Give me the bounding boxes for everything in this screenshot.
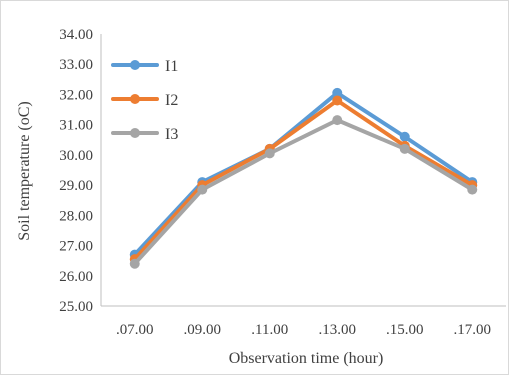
x-tick-label: .17.00 xyxy=(454,322,492,338)
data-point xyxy=(332,95,343,106)
x-tick-label: .15.00 xyxy=(386,322,424,338)
x-tick-label: .07.00 xyxy=(116,322,154,338)
legend-swatch-marker xyxy=(130,94,140,104)
data-point xyxy=(197,184,208,195)
y-tick-label: 33.00 xyxy=(59,57,93,73)
legend-item: I2 xyxy=(111,92,178,109)
y-tick-label: 28.00 xyxy=(59,208,93,224)
x-axis-title: Observation time (hour) xyxy=(229,350,384,367)
y-tick-label: 29.00 xyxy=(59,178,93,194)
x-tick-label: .13.00 xyxy=(319,322,357,338)
legend-swatch-marker xyxy=(130,128,140,138)
y-tick-label: 32.00 xyxy=(59,87,93,103)
legend-item: I1 xyxy=(111,58,178,75)
series-line xyxy=(132,90,475,257)
y-axis-title: Soil temperature (oC) xyxy=(16,101,33,241)
data-point xyxy=(264,148,275,159)
series-i1 xyxy=(129,87,478,260)
y-tick-label: 30.00 xyxy=(59,148,93,164)
y-tick-label: 27.00 xyxy=(59,239,93,255)
data-point xyxy=(129,258,140,269)
series-layer xyxy=(129,87,478,269)
data-point xyxy=(399,143,410,154)
data-point xyxy=(467,184,478,195)
legend: I1 I2 I3 xyxy=(111,58,178,143)
y-tick-label: 26.00 xyxy=(59,269,93,285)
y-tick-label: 34.00 xyxy=(59,27,93,43)
axes xyxy=(100,34,506,307)
x-tick-label: .09.00 xyxy=(184,322,222,338)
data-point xyxy=(332,87,343,98)
y-tick-label: 31.00 xyxy=(59,118,93,134)
y-tick-label: 25.00 xyxy=(59,299,93,315)
legend-label: I3 xyxy=(165,126,178,143)
x-axis-ticks: .07.00 .09.00 .11.00 .13.00 .15.00 .17.00 xyxy=(116,322,491,338)
legend-label: I2 xyxy=(165,92,178,109)
data-point xyxy=(332,115,343,126)
series-i3 xyxy=(129,115,478,269)
data-point xyxy=(399,131,410,142)
x-tick-label: .11.00 xyxy=(251,322,288,338)
legend-swatch-marker xyxy=(130,60,140,70)
y-axis-ticks: 25.00 26.00 27.00 28.00 29.00 30.00 31.00 32.00… xyxy=(59,27,93,315)
series-line xyxy=(132,118,475,266)
legend-item: I3 xyxy=(111,126,178,143)
legend-label: I1 xyxy=(165,58,178,75)
series-line xyxy=(132,98,475,262)
